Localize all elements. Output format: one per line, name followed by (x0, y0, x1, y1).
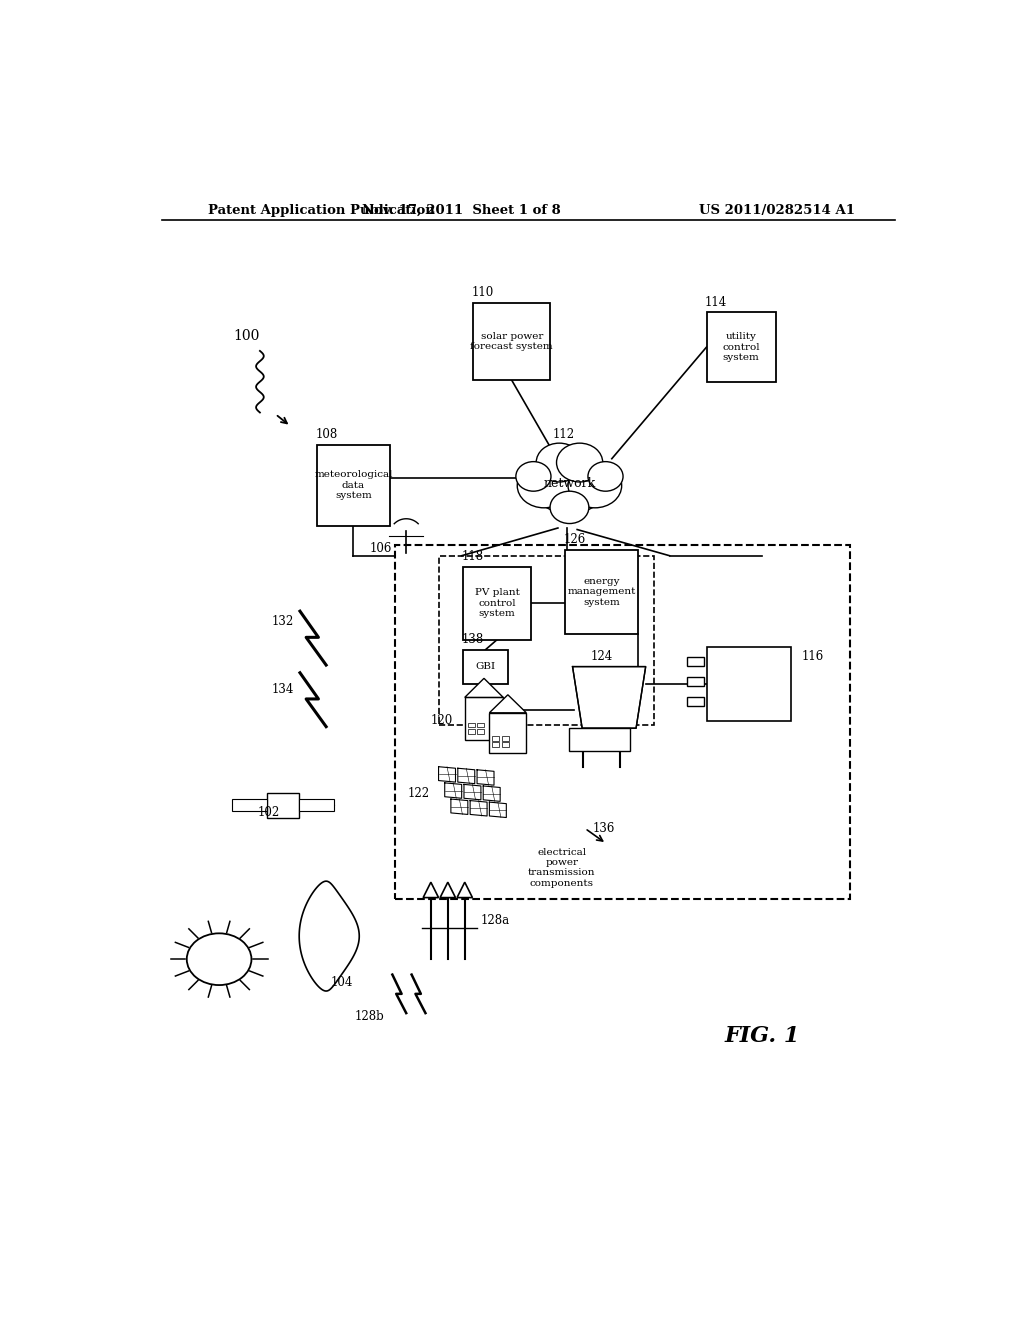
Bar (477, 723, 484, 727)
Ellipse shape (550, 491, 589, 524)
Bar (468, 723, 475, 727)
Polygon shape (440, 882, 456, 898)
Text: 120: 120 (430, 714, 453, 727)
Polygon shape (438, 767, 456, 781)
Bar (299, 799, 334, 812)
Text: meteorological
data
system: meteorological data system (314, 470, 393, 500)
Bar (502, 737, 509, 741)
Bar (463, 649, 508, 684)
Bar (438, 556, 654, 725)
Text: 118: 118 (462, 549, 483, 562)
Text: energy
management
system: energy management system (567, 577, 636, 607)
Polygon shape (489, 803, 506, 817)
Text: 132: 132 (271, 615, 294, 628)
Bar (489, 713, 526, 752)
Text: Patent Application Publication: Patent Application Publication (208, 205, 434, 218)
Text: 136: 136 (593, 822, 615, 834)
Polygon shape (572, 667, 646, 729)
Text: 128b: 128b (355, 1010, 385, 1023)
Bar (493, 742, 500, 747)
Polygon shape (477, 770, 494, 785)
Bar (687, 697, 705, 706)
Text: electrical
power
transmission
components: electrical power transmission components (528, 847, 596, 888)
Text: 126: 126 (563, 533, 586, 545)
Text: 100: 100 (232, 329, 259, 342)
Bar (707, 647, 792, 721)
Bar (232, 799, 267, 812)
Polygon shape (470, 800, 487, 816)
Text: 124: 124 (590, 649, 612, 663)
Polygon shape (451, 799, 468, 814)
Polygon shape (458, 768, 475, 784)
Bar (687, 677, 705, 686)
Text: utility
control
system: utility control system (722, 333, 760, 362)
Text: 104: 104 (331, 975, 353, 989)
Ellipse shape (556, 444, 603, 482)
Text: PV plant
control
system: PV plant control system (475, 589, 519, 618)
Polygon shape (299, 882, 359, 991)
Text: network: network (544, 477, 596, 490)
Text: 134: 134 (271, 684, 294, 696)
Polygon shape (489, 694, 526, 713)
Text: 110: 110 (472, 286, 494, 300)
Bar (707, 313, 776, 381)
Ellipse shape (568, 463, 622, 508)
Bar (687, 656, 705, 665)
Ellipse shape (530, 453, 608, 513)
Polygon shape (457, 882, 472, 898)
Text: 128a: 128a (481, 915, 510, 927)
Polygon shape (423, 882, 438, 898)
Text: 102: 102 (258, 807, 280, 820)
Text: 116: 116 (802, 649, 824, 663)
Bar (568, 729, 631, 751)
Text: 112: 112 (553, 428, 574, 441)
Text: 108: 108 (315, 428, 338, 441)
Bar (473, 304, 550, 380)
Text: GBI: GBI (475, 663, 496, 671)
Bar (395, 545, 850, 899)
Text: 106: 106 (370, 541, 392, 554)
Text: solar power
forecast system: solar power forecast system (470, 331, 553, 351)
Bar (468, 729, 475, 734)
Ellipse shape (517, 463, 570, 508)
Bar (502, 742, 509, 747)
Bar (565, 549, 638, 635)
Polygon shape (444, 783, 462, 799)
Text: Nov. 17, 2011  Sheet 1 of 8: Nov. 17, 2011 Sheet 1 of 8 (362, 205, 561, 218)
Ellipse shape (588, 462, 623, 491)
Bar (267, 793, 299, 817)
Polygon shape (465, 678, 503, 697)
Text: 114: 114 (705, 296, 727, 309)
Ellipse shape (537, 444, 583, 482)
Bar (463, 566, 531, 640)
Text: FIG. 1: FIG. 1 (724, 1026, 800, 1047)
Polygon shape (464, 784, 481, 800)
Ellipse shape (516, 462, 551, 491)
Bar (316, 445, 390, 525)
Bar (477, 729, 484, 734)
Polygon shape (483, 785, 500, 801)
Text: 122: 122 (408, 787, 429, 800)
Bar (465, 697, 503, 739)
Bar (493, 737, 500, 741)
Text: US 2011/0282514 A1: US 2011/0282514 A1 (699, 205, 855, 218)
Ellipse shape (186, 933, 252, 985)
Text: 138: 138 (462, 632, 484, 645)
